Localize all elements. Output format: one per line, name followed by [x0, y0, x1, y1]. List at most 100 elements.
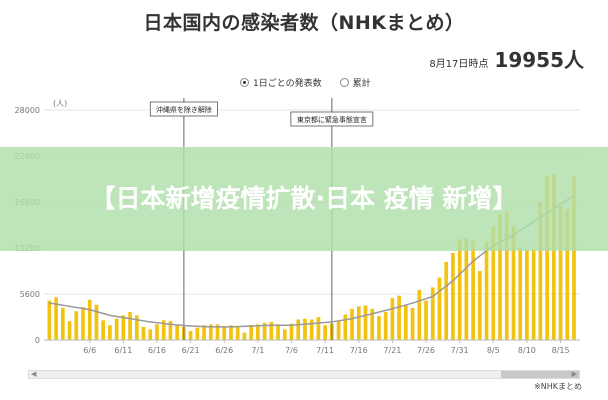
bar	[161, 320, 166, 340]
summary-date: 8月17日時点	[429, 59, 489, 70]
scroll-right-icon[interactable]: ▶	[571, 370, 577, 378]
x-tick-label: 7/26	[417, 346, 435, 355]
chart-scrollbar[interactable]: ◀ ▶	[28, 370, 580, 379]
bar	[558, 206, 563, 340]
x-tick-label: 6/11	[114, 346, 132, 355]
average-line-point	[48, 302, 51, 304]
average-line-point	[169, 323, 172, 326]
bar	[222, 326, 227, 340]
overlay-text: 【日本新增疫情扩散·日本 疫情 新增】	[90, 184, 518, 213]
bar	[229, 325, 233, 340]
x-tick-label: 7/16	[350, 346, 368, 355]
bar	[128, 312, 132, 340]
x-tick-label: 7/21	[383, 346, 401, 355]
x-tick-label: 8/10	[518, 346, 536, 355]
y-tick-label: 28000	[15, 106, 40, 115]
bar	[417, 289, 422, 340]
x-tick-label: 7/11	[316, 346, 334, 355]
average-line-point	[68, 305, 71, 308]
bar	[336, 321, 341, 340]
bar	[370, 308, 375, 340]
bar	[397, 295, 401, 340]
overlay-banner: 【日本新增疫情扩散·日本 疫情 新增】	[0, 147, 608, 251]
bar	[81, 307, 85, 340]
bar	[390, 298, 395, 340]
x-tick-label: 8/15	[552, 346, 570, 355]
bar	[363, 305, 368, 340]
scroll-left-icon[interactable]: ◀	[31, 370, 37, 378]
bar	[134, 315, 139, 340]
bar	[471, 240, 475, 340]
bar	[477, 271, 482, 340]
bar	[430, 287, 435, 340]
bar	[168, 321, 173, 340]
average-line-point	[250, 325, 252, 327]
x-tick-label: 7/1	[251, 346, 264, 355]
average-line-point	[351, 317, 353, 320]
average-line-point	[411, 302, 414, 304]
bar	[87, 299, 92, 340]
bar	[538, 202, 543, 340]
radio-cumulative[interactable]: 累計	[339, 76, 371, 89]
bar	[262, 322, 267, 340]
source-credit: ※NHKまとめ	[534, 382, 582, 391]
view-toggle: 1日ごとの発表数 累計	[240, 76, 371, 89]
bar	[195, 327, 200, 340]
bar	[464, 238, 469, 340]
x-tick-label: 6/26	[215, 346, 233, 355]
bar	[74, 311, 79, 340]
bar	[572, 176, 576, 340]
average-line-point	[331, 321, 333, 323]
bar	[410, 307, 415, 340]
radio-cumulative-label: 累計	[352, 79, 371, 89]
x-tick-label: 6/6	[83, 346, 96, 355]
bar	[545, 176, 549, 340]
bar	[491, 226, 496, 340]
radio-daily[interactable]: 1日ごとの発表数	[240, 76, 322, 89]
y-axis-unit-label: (人)	[53, 99, 67, 108]
x-tick-label: 7/6	[285, 346, 298, 355]
radio-daily-indicator	[240, 78, 249, 87]
bar	[437, 277, 442, 340]
scroll-thumb[interactable]	[501, 371, 579, 378]
bar	[242, 332, 247, 340]
bar	[350, 308, 354, 340]
bar	[94, 304, 99, 340]
summary: 8月17日時点 19955人	[429, 44, 584, 73]
y-tick-label: 0	[35, 336, 40, 345]
bar	[565, 209, 570, 340]
bar	[383, 312, 388, 340]
bar	[54, 297, 58, 340]
average-line-point	[149, 321, 152, 323]
bar	[323, 325, 327, 340]
bar	[114, 318, 119, 340]
average-line-point	[371, 312, 374, 315]
bar	[188, 330, 193, 340]
bar	[289, 323, 294, 340]
average-line-point	[230, 326, 232, 328]
radio-cumulative-indicator	[339, 78, 349, 87]
bar	[208, 324, 213, 340]
bar	[444, 261, 449, 340]
summary-value: 19955人	[494, 48, 584, 72]
bar	[121, 315, 126, 340]
bar	[531, 249, 536, 340]
bar	[504, 211, 509, 340]
bar	[235, 326, 240, 340]
bar	[309, 319, 314, 340]
bar	[377, 316, 381, 340]
bar	[498, 214, 502, 340]
bar	[457, 238, 462, 340]
bar	[67, 321, 72, 340]
bar	[276, 324, 280, 340]
radio-daily-label: 1日ごとの発表数	[253, 79, 322, 89]
bar	[316, 317, 321, 340]
bar	[303, 318, 307, 340]
x-tick-label: 7/31	[451, 346, 469, 355]
bar	[282, 329, 287, 340]
bar	[215, 324, 220, 340]
average-line-point	[129, 317, 131, 320]
bar	[525, 249, 529, 340]
bar	[141, 326, 146, 340]
bar	[101, 320, 106, 340]
